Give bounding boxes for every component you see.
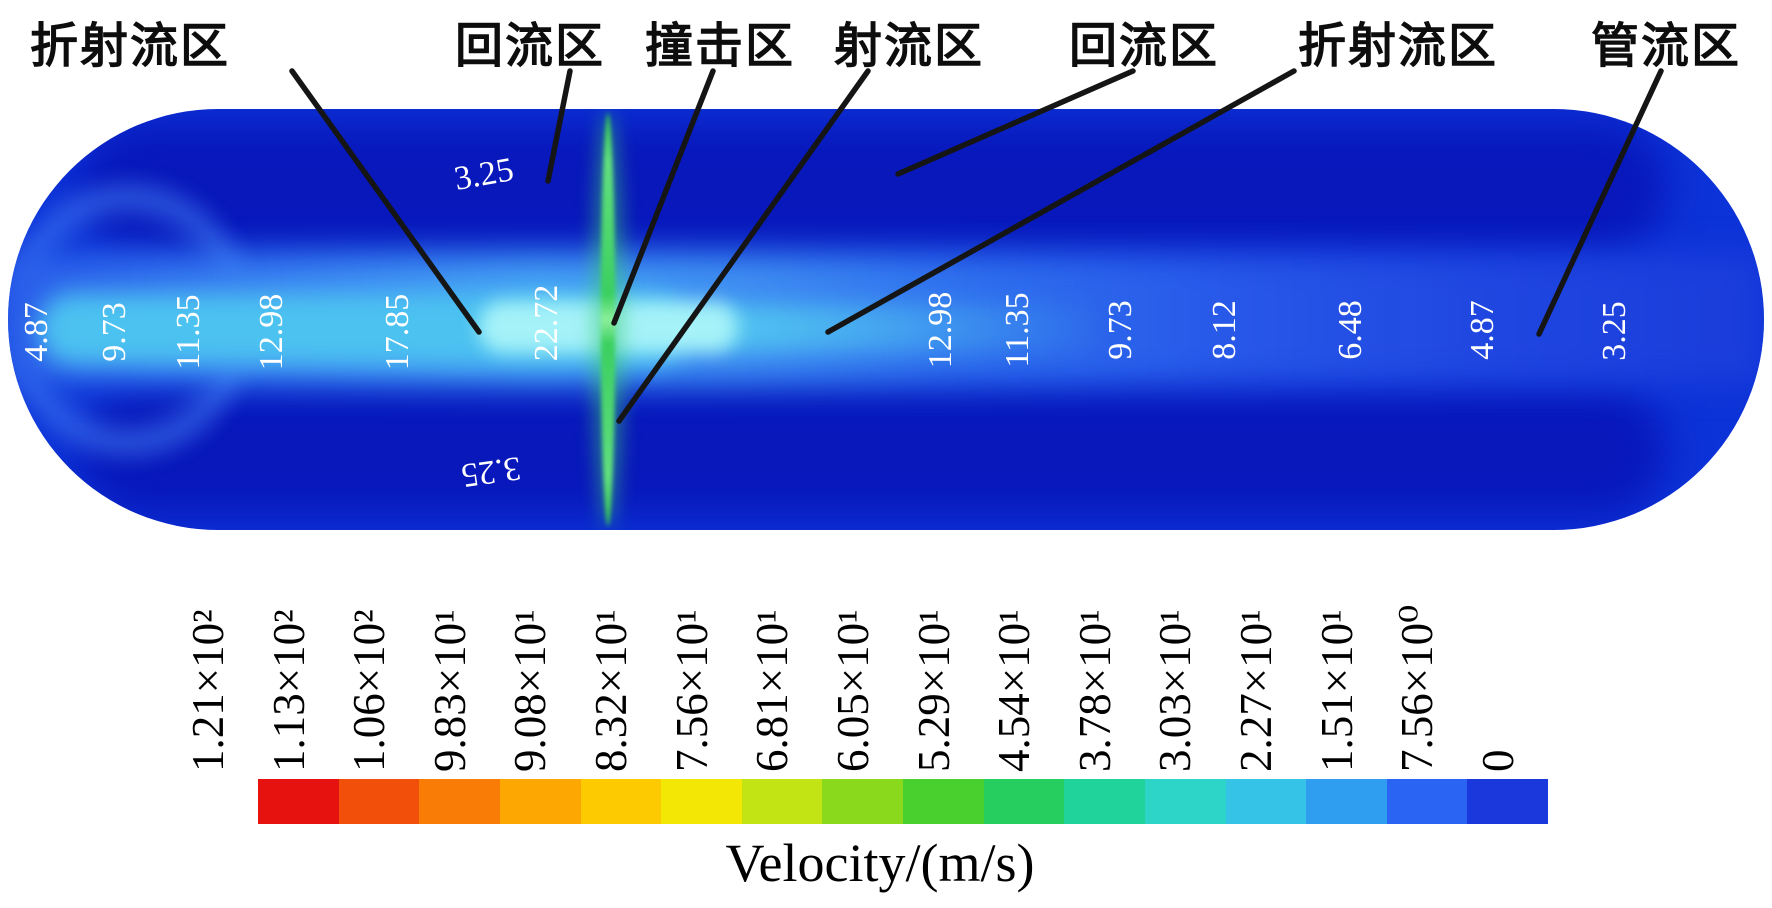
contour-value: 22.72 [528, 284, 565, 362]
contour-value: 9.73 [96, 302, 133, 362]
zone-label-recirculation-left: 回流区 [455, 18, 606, 74]
contour-layer-dark-top [78, 121, 1668, 253]
zone-label-impingement: 撞击区 [645, 18, 796, 74]
contour-value: 12.98 [922, 291, 959, 369]
colorbar-segment [580, 779, 662, 824]
colorbar-segment [661, 779, 742, 824]
contour-value: 6.48 [1332, 300, 1369, 360]
colorbar-tick: 8.32×10¹ [586, 609, 636, 772]
colorbar-segment [1306, 779, 1387, 824]
colorbar-tick: 1.21×10² [183, 609, 233, 772]
colorbar-tick: 3.03×10¹ [1150, 609, 1200, 772]
colorbar-axis-label: Velocity/(m/s) [725, 833, 1035, 893]
colorbar-tick: 7.56×10¹ [667, 609, 717, 772]
colorbar-segment [499, 779, 581, 824]
colorbar-tick: 9.08×10¹ [505, 609, 555, 772]
colorbar-segment [1386, 779, 1468, 824]
colorbar [258, 779, 1548, 824]
colorbar-segment [1225, 779, 1307, 824]
colorbar-segment [419, 779, 500, 824]
colorbar-segment [338, 779, 420, 824]
colorbar-tick: 4.54×10¹ [989, 609, 1039, 772]
colorbar-segment [258, 779, 339, 824]
colorbar-tick: 6.81×10¹ [747, 609, 797, 772]
colorbar-segment [1144, 779, 1226, 824]
colorbar-tick: 9.83×10¹ [425, 609, 475, 772]
contour-layer-dark-bottom [78, 386, 1668, 518]
contour-value: 11.35 [999, 292, 1036, 368]
zone-label-jet: 射流区 [834, 18, 985, 74]
contour-value: 8.12 [1206, 300, 1243, 360]
colorbar-tick: 6.05×10¹ [828, 609, 878, 772]
contour-value: 4.87 [18, 302, 55, 362]
colorbar-segment [1064, 779, 1145, 824]
contour-value: 9.73 [1102, 300, 1139, 360]
jet-streak [601, 113, 615, 526]
zone-label-refracted-jet-right: 折射流区 [1298, 18, 1499, 74]
zone-label-refracted-jet-left: 折射流区 [30, 18, 231, 74]
colorbar-tick: 3.78×10¹ [1070, 609, 1120, 772]
colorbar-tick: 1.06×10² [344, 609, 394, 772]
contour-value: 4.87 [1464, 300, 1501, 360]
colorbar-tick: 1.13×10² [264, 609, 314, 772]
colorbar-segment [822, 779, 903, 824]
colorbar-segment [903, 779, 984, 824]
colorbar-tick: 2.27×10¹ [1231, 609, 1281, 772]
colorbar-tick: 5.29×10¹ [909, 609, 959, 772]
contour-value: 12.98 [253, 293, 290, 371]
contour-value: 11.35 [170, 294, 207, 370]
colorbar-segment [983, 779, 1065, 824]
contour-plot: 4.87 9.73 11.35 12.98 17.85 3.25 22.72 3… [8, 109, 1764, 530]
contour-value: 3.25 [1596, 301, 1633, 361]
colorbar-tick: 7.56×10⁰ [1392, 604, 1442, 772]
contour-layer-cyan-right [708, 305, 1108, 351]
zone-label-pipe-flow: 管流区 [1591, 18, 1742, 74]
colorbar-segment [741, 779, 823, 824]
zone-label-recirculation-right: 回流区 [1069, 18, 1220, 74]
contour-value: 17.85 [379, 293, 416, 371]
colorbar-segment [1467, 779, 1548, 824]
colorbar-tick: 1.51×10¹ [1312, 609, 1362, 772]
colorbar-tick: 0 [1473, 749, 1523, 773]
